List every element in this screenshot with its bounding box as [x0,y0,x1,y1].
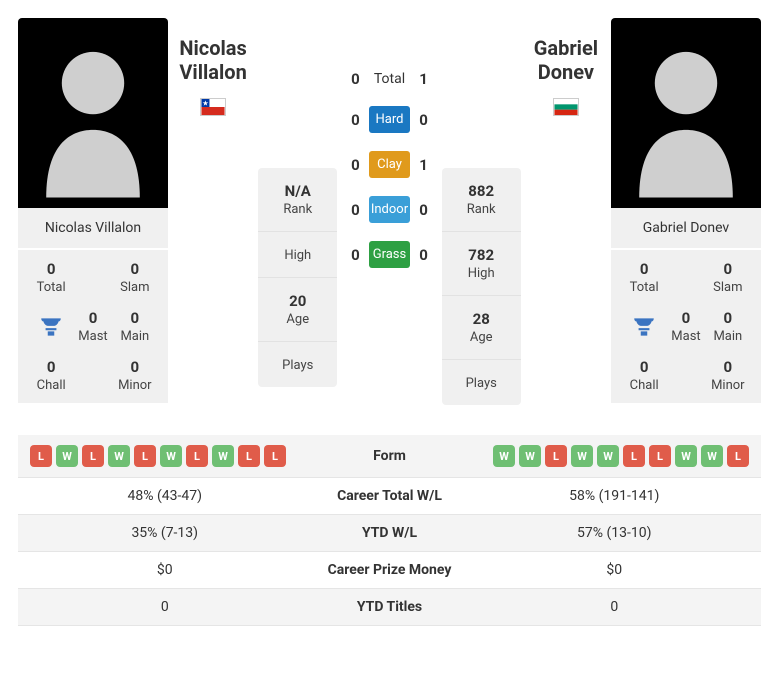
form-chips-left: LWLWLWLWLL [30,445,300,467]
h2h-right-grass: 0 [416,246,432,264]
ytd-titles-right: 0 [480,599,750,615]
form-chip-w: W [56,445,78,467]
career-wl-right: 58% (191-141) [480,488,750,504]
flag-chile-icon [200,98,226,116]
row-ytd-titles: 0 YTD Titles 0 [18,589,761,626]
player-stats-left: N/ARank High 20Age Plays [258,168,337,387]
trophy-icon [24,314,78,340]
form-chip-l: L [623,445,645,467]
prize-left: $0 [30,562,300,578]
form-chip-w: W [519,445,541,467]
form-chip-l: L [545,445,567,467]
age-val-right: 28 [446,310,517,328]
player-bigname-right[interactable]: Gabriel Donev [534,36,598,84]
row-ytd-wl: 35% (7-13) YTD W/L 57% (13-10) [18,515,761,552]
form-chip-w: W [212,445,234,467]
form-chip-w: W [493,445,515,467]
ytd-wl-left: 35% (7-13) [30,525,300,541]
h2h-left-grass: 0 [347,246,363,264]
form-chip-w: W [160,445,182,467]
comparison-table: LWLWLWLWLL Form WWLWWLLWWL 48% (43-47) C… [18,435,761,626]
h2h-row-grass: 0 Grass 0 [347,241,431,268]
h2h-label-total: Total [363,71,415,87]
player-header-right: Gabriel Donev [531,18,601,116]
player-header-left: Nicolas Villalon [178,18,248,116]
form-chip-w: W [701,445,723,467]
h2h-left-total: 0 [347,70,363,88]
titles-mast-lbl: Mast [78,329,107,344]
form-chip-w: W [597,445,619,467]
form-chip-w: W [571,445,593,467]
titles-minor-lbl: Minor [108,378,162,393]
career-wl-left: 48% (43-47) [30,488,300,504]
h2h-left-hard: 0 [347,111,363,129]
form-label: Form [300,448,480,464]
form-chip-l: L [134,445,156,467]
h2h-label-grass: Grass [369,241,409,268]
player-titles-left: 0Total 0Slam 0Mast 0Main 0Chall 0Minor [18,250,168,403]
h2h-row-clay: 0 Clay 1 [347,151,431,178]
player-bigname-left[interactable]: Nicolas Villalon [179,36,246,84]
avatar-silhouette-icon [621,28,751,198]
titles-total-val: 0 [24,260,78,278]
prize-right: $0 [480,562,750,578]
h2h-right-indoor: 0 [416,201,432,219]
form-chip-l: L [727,445,749,467]
form-chip-l: L [82,445,104,467]
titles-slam-val: 0 [108,260,162,278]
player-name-left[interactable]: Nicolas Villalon [18,208,168,248]
age-val-left: 20 [262,292,333,310]
row-career-wl: 48% (43-47) Career Total W/L 58% (191-14… [18,478,761,515]
form-chip-l: L [264,445,286,467]
form-chip-w: W [675,445,697,467]
titles-minor-val: 0 [108,358,162,376]
flag-bulgaria-icon [553,98,579,116]
row-form: LWLWLWLWLL Form WWLWWLLWWL [18,435,761,478]
form-chip-l: L [238,445,260,467]
ytd-titles-left: 0 [30,599,300,615]
player-stats-right: 882Rank 782High 28Age Plays [442,168,521,405]
form-chips-right: WWLWWLLWWL [480,445,750,467]
player-titles-right: 0Total 0Slam 0Mast 0Main 0Chall 0Minor [611,250,761,403]
player-photo-right [611,18,761,208]
h2h-right-hard: 0 [416,111,432,129]
titles-slam-lbl: Slam [108,280,162,295]
titles-chall-lbl: Chall [24,378,78,393]
h2h-row-indoor: 0 Indoor 0 [347,196,431,223]
form-chip-l: L [649,445,671,467]
ytd-wl-right: 57% (13-10) [480,525,750,541]
form-chip-w: W [108,445,130,467]
h2h-label-hard: Hard [369,106,409,133]
h2h-left-clay: 0 [347,156,363,174]
h2h-left-indoor: 0 [347,201,363,219]
h2h-surfaces: 0Total10Hard00Clay10Indoor00Grass0 [347,70,431,268]
player-card-left: Nicolas Villalon 0Total 0Slam 0Mast 0Mai… [18,18,168,403]
form-chip-l: L [186,445,208,467]
player-name-right[interactable]: Gabriel Donev [611,208,761,248]
h2h-right-total: 1 [416,70,432,88]
high-val-right: 782 [446,246,517,264]
player-card-right: Gabriel Donev 0Total 0Slam 0Mast 0Main 0… [611,18,761,403]
h2h-row-total: 0Total1 [347,70,431,88]
avatar-silhouette-icon [28,28,158,198]
h2h-row-hard: 0 Hard 0 [347,106,431,133]
row-prize: $0 Career Prize Money $0 [18,552,761,589]
h2h-label-clay: Clay [369,151,409,178]
h2h-right-clay: 1 [416,156,432,174]
trophy-icon [617,314,671,340]
h2h-label-indoor: Indoor [369,196,409,223]
titles-chall-val: 0 [24,358,78,376]
form-chip-l: L [30,445,52,467]
titles-main-val: 0 [108,309,162,327]
titles-main-lbl: Main [108,329,162,344]
rank-val-right: 882 [446,182,517,200]
titles-total-lbl: Total [24,280,78,295]
rank-val-left: N/A [262,182,333,200]
titles-mast-val: 0 [78,309,107,327]
player-photo-left [18,18,168,208]
